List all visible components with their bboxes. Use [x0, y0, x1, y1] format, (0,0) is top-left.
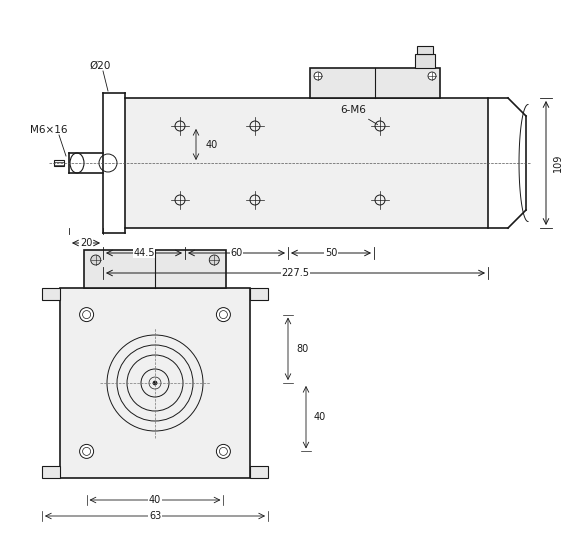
Text: 20: 20: [80, 238, 92, 248]
Text: 44.5: 44.5: [133, 248, 155, 258]
Text: 80: 80: [296, 344, 308, 354]
Bar: [250, 288, 268, 300]
Text: 63: 63: [149, 511, 161, 521]
Text: M6×16: M6×16: [30, 125, 68, 135]
Circle shape: [314, 72, 322, 80]
Bar: [310, 68, 440, 98]
Text: 50: 50: [325, 248, 337, 258]
Circle shape: [153, 381, 157, 385]
Bar: [415, 54, 435, 68]
Circle shape: [79, 308, 93, 322]
Text: 227.5: 227.5: [281, 268, 310, 278]
Text: 40: 40: [206, 139, 218, 150]
Circle shape: [79, 444, 93, 458]
Text: 6-M6: 6-M6: [340, 105, 378, 125]
Circle shape: [216, 444, 230, 458]
Text: 40: 40: [314, 412, 326, 422]
Bar: [54, 160, 64, 166]
Text: Ø20: Ø20: [89, 61, 111, 71]
Ellipse shape: [70, 153, 84, 173]
Bar: [125, 98, 488, 228]
Text: 109: 109: [553, 154, 563, 172]
Bar: [42, 288, 60, 300]
Circle shape: [216, 308, 230, 322]
Bar: [60, 288, 250, 478]
Bar: [84, 250, 226, 288]
Bar: [42, 466, 60, 478]
Text: 40: 40: [149, 495, 161, 505]
Circle shape: [209, 255, 219, 265]
Text: 60: 60: [230, 248, 242, 258]
Circle shape: [90, 255, 101, 265]
Bar: [250, 466, 268, 478]
Circle shape: [428, 72, 436, 80]
Bar: [417, 46, 433, 54]
